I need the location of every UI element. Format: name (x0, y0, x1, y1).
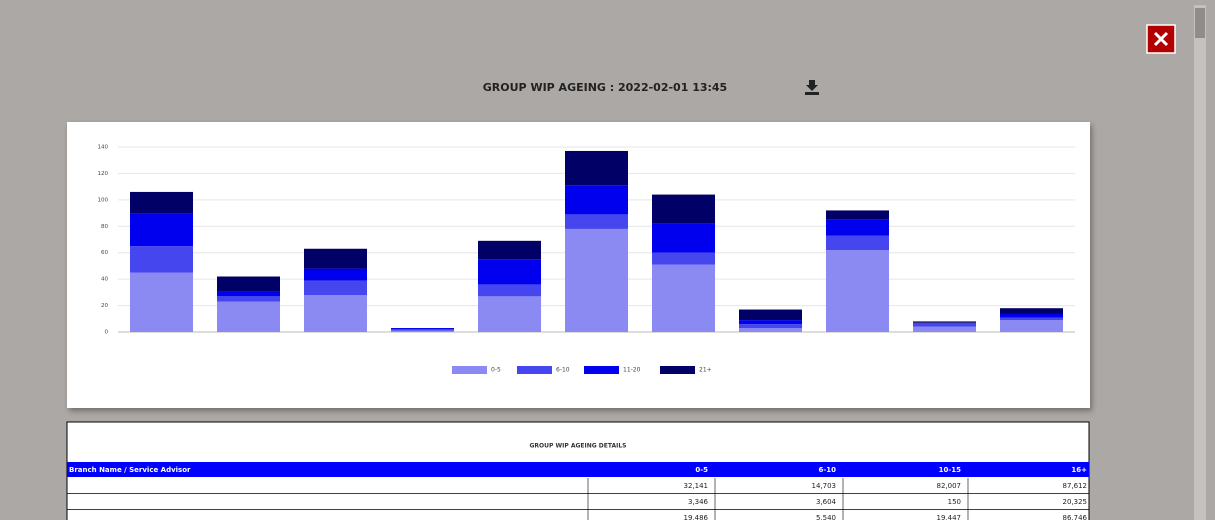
y-tick-label: 60 (101, 250, 108, 256)
bar-segment (304, 248, 367, 269)
table-cell: 87,612 (1063, 482, 1088, 490)
bar-segment (565, 150, 628, 186)
table-cell: 19,447 (937, 514, 962, 520)
bar-segment (391, 330, 454, 332)
scrollbar (1194, 5, 1206, 520)
scroll-thumb[interactable] (1195, 8, 1205, 38)
bar-segment (391, 328, 454, 330)
table-title: GROUP WIP AGEING DETAILS (529, 443, 626, 450)
legend-swatch (660, 366, 695, 374)
y-tick-label: 20 (101, 303, 108, 309)
bar-segment (739, 309, 802, 321)
bar-segment (826, 250, 889, 332)
table-cell: 20,325 (1063, 498, 1088, 506)
legend-swatch (517, 366, 552, 374)
table-cell: 3,346 (688, 498, 709, 506)
bar-segment (1000, 320, 1063, 332)
bar-segment (391, 329, 454, 331)
bar-segment (826, 210, 889, 220)
table-cell: 14,703 (812, 482, 837, 490)
modal-title: GROUP WIP AGEING : 2022-02-01 13:45 (483, 81, 727, 94)
bar-segment (130, 213, 193, 247)
column-header: 6-10 (818, 466, 836, 474)
bar-segment (478, 284, 541, 297)
bar-segment (1000, 317, 1063, 321)
legend-label: 11-20 (623, 367, 641, 374)
bar-segment (217, 301, 280, 332)
y-tick-label: 40 (101, 277, 108, 283)
bar-segment (217, 291, 280, 297)
bar-segment (913, 321, 976, 323)
table-cell: 3,604 (816, 498, 837, 506)
bar-segment (739, 320, 802, 325)
legend-swatch (584, 366, 619, 374)
y-tick-label: 140 (98, 145, 109, 151)
y-tick-label: 80 (101, 224, 108, 230)
bar-segment (652, 223, 715, 253)
chart: 0 20 40 60 80 100 120 140 0-5 6-10 11-20 21+ (98, 145, 1075, 374)
close-button[interactable] (1146, 24, 1176, 54)
y-tick-label: 100 (98, 197, 109, 203)
bar-segment (565, 228, 628, 332)
table-cell: 19,486 (684, 514, 709, 520)
bar-segment (478, 240, 541, 260)
bar-segment (304, 280, 367, 295)
bar-segment (1000, 308, 1063, 314)
legend-label: 0-5 (491, 367, 501, 374)
legend-label: 6-10 (556, 367, 570, 374)
download-icon[interactable] (805, 80, 819, 95)
bar-segment (217, 276, 280, 292)
legend-label: 21+ (699, 367, 712, 374)
table-cell: 150 (948, 498, 961, 506)
y-tick-label: 0 (105, 330, 109, 336)
bar-segment (652, 252, 715, 265)
bar-segment (217, 296, 280, 302)
bar-segment (913, 326, 976, 332)
y-tick-label: 120 (98, 171, 109, 177)
table-cell: 82,007 (937, 482, 962, 490)
bar-segment (652, 194, 715, 224)
column-header: 10-15 (939, 466, 962, 474)
bar-segment (913, 322, 976, 327)
column-header: 0-5 (695, 466, 708, 474)
bar-segment (826, 219, 889, 236)
bar-segment (1000, 313, 1063, 318)
table-cell: 86,746 (1063, 514, 1088, 520)
bar-segment (565, 214, 628, 229)
bar-segment (478, 259, 541, 285)
column-header: Branch Name / Service Advisor (69, 466, 191, 474)
bar-segment (130, 246, 193, 273)
bar-segment (739, 328, 802, 332)
table-cell: 32,141 (684, 482, 709, 490)
legend-swatch (452, 366, 487, 374)
bar-segment (478, 296, 541, 332)
column-header: 16+ (1071, 466, 1087, 474)
bar-segment (304, 295, 367, 332)
bar-segment (826, 235, 889, 251)
table-header (67, 462, 1089, 477)
bar-segment (652, 264, 715, 332)
bar-segment (565, 185, 628, 215)
table-cell: 5,540 (816, 514, 836, 520)
table: Branch Name / Service Advisor 0-5 6-10 10-1… (67, 466, 1089, 520)
bar-segment (130, 191, 193, 214)
bar-segment (739, 324, 802, 329)
bar-segment (304, 268, 367, 281)
bar-segment (130, 272, 193, 332)
